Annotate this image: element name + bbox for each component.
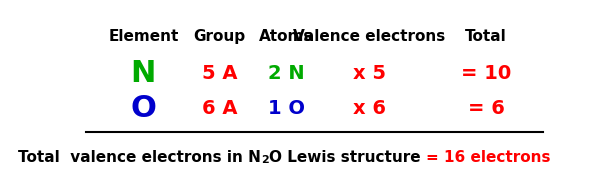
Text: Valence electrons: Valence electrons bbox=[293, 29, 446, 44]
Text: Element: Element bbox=[108, 29, 179, 44]
Text: Total  valence electrons in N: Total valence electrons in N bbox=[18, 149, 262, 165]
Text: = 16 electrons: = 16 electrons bbox=[426, 149, 550, 165]
Text: x 6: x 6 bbox=[353, 99, 386, 118]
Text: Total: Total bbox=[465, 29, 507, 44]
Text: 2: 2 bbox=[262, 155, 269, 165]
Text: 6 A: 6 A bbox=[202, 99, 237, 118]
Text: Atoms: Atoms bbox=[259, 29, 313, 44]
Text: = 10: = 10 bbox=[461, 64, 511, 83]
Text: Group: Group bbox=[193, 29, 246, 44]
Text: O Lewis structure: O Lewis structure bbox=[269, 149, 426, 165]
Text: 5 A: 5 A bbox=[202, 64, 237, 83]
Text: = 6: = 6 bbox=[467, 99, 505, 118]
Text: 2 N: 2 N bbox=[268, 64, 305, 83]
Text: x 5: x 5 bbox=[353, 64, 386, 83]
Text: 1 O: 1 O bbox=[268, 99, 305, 118]
Text: N: N bbox=[131, 59, 156, 88]
Text: O: O bbox=[130, 94, 157, 123]
